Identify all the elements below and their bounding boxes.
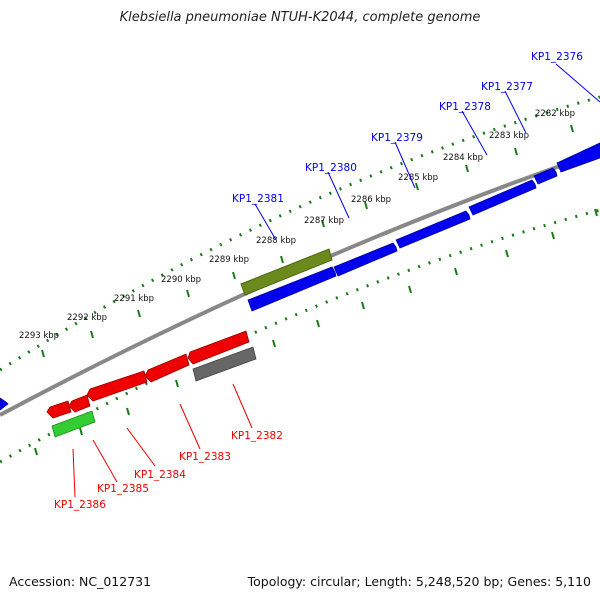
forward-gene-arrow — [468, 179, 537, 216]
scale-tick-label: 2293 kbp — [19, 331, 59, 341]
forward-gene-label: KP1_2381 — [232, 193, 284, 205]
map-title: Klebsiella pneumoniae NTUH-K2044, comple… — [119, 10, 481, 25]
forward-gene-label: KP1_2378 — [439, 101, 491, 113]
reverse-gene-label: KP1_2382 — [231, 430, 283, 442]
reverse-gene-arrow — [46, 400, 72, 419]
reverse-gene-label: KP1_2384 — [134, 469, 186, 481]
gray-feature-block — [192, 346, 257, 382]
olive-feature-block — [240, 248, 333, 296]
scale-tick-label: 2285 kbp — [398, 173, 438, 183]
forward-gene-arrow-partial — [0, 397, 9, 411]
forward-gene-arrow — [533, 167, 558, 185]
reverse-label-leaders — [72, 383, 253, 498]
reverse-gene-label: KP1_2386 — [54, 499, 106, 511]
forward-gene-arrow — [395, 210, 471, 249]
outer-major-ticks — [41, 124, 574, 358]
forward-gene-track — [0, 142, 600, 411]
inner-major-ticks — [34, 208, 598, 456]
forward-gene-arrow — [247, 266, 337, 312]
reverse-gene-arrow — [187, 330, 250, 365]
forward-label-leaders — [254, 63, 600, 241]
scale-tick-label: 2289 kbp — [209, 255, 249, 265]
scale-tick-label: 2283 kbp — [489, 131, 529, 141]
scale-tick-label: 2282 kbp — [535, 109, 575, 119]
reverse-gene-arrow — [144, 353, 190, 383]
forward-gene-arrow — [556, 142, 600, 173]
accession-label: Accession: NC_012731 — [9, 574, 152, 589]
genome-summary-label: Topology: circular; Length: 5,248,520 bp… — [247, 574, 591, 589]
forward-gene-label: KP1_2377 — [481, 81, 533, 93]
green-feature-block — [51, 410, 96, 438]
scale-tick-label: 2288 kbp — [256, 236, 296, 246]
scale-tick-label: 2290 kbp — [161, 275, 201, 285]
reverse-gene-arrow — [68, 394, 91, 413]
forward-gene-arrow — [333, 242, 398, 277]
reverse-gene-arrow — [86, 370, 148, 402]
outer-scale-ring — [0, 95, 600, 372]
scale-tick-label: 2286 kbp — [351, 195, 391, 205]
reverse-gene-track — [46, 330, 250, 419]
scale-tick-label: 2291 kbp — [114, 294, 154, 304]
reverse-gene-label: KP1_2383 — [179, 451, 231, 463]
scale-tick-label: 2287 kbp — [304, 216, 344, 226]
forward-gene-label: KP1_2376 — [531, 51, 583, 63]
scale-tick-label: 2284 kbp — [443, 153, 483, 163]
scale-tick-label: 2292 kbp — [67, 313, 107, 323]
forward-gene-label: KP1_2380 — [305, 162, 357, 174]
reverse-gene-label: KP1_2385 — [97, 483, 149, 495]
forward-gene-label: KP1_2379 — [371, 132, 423, 144]
